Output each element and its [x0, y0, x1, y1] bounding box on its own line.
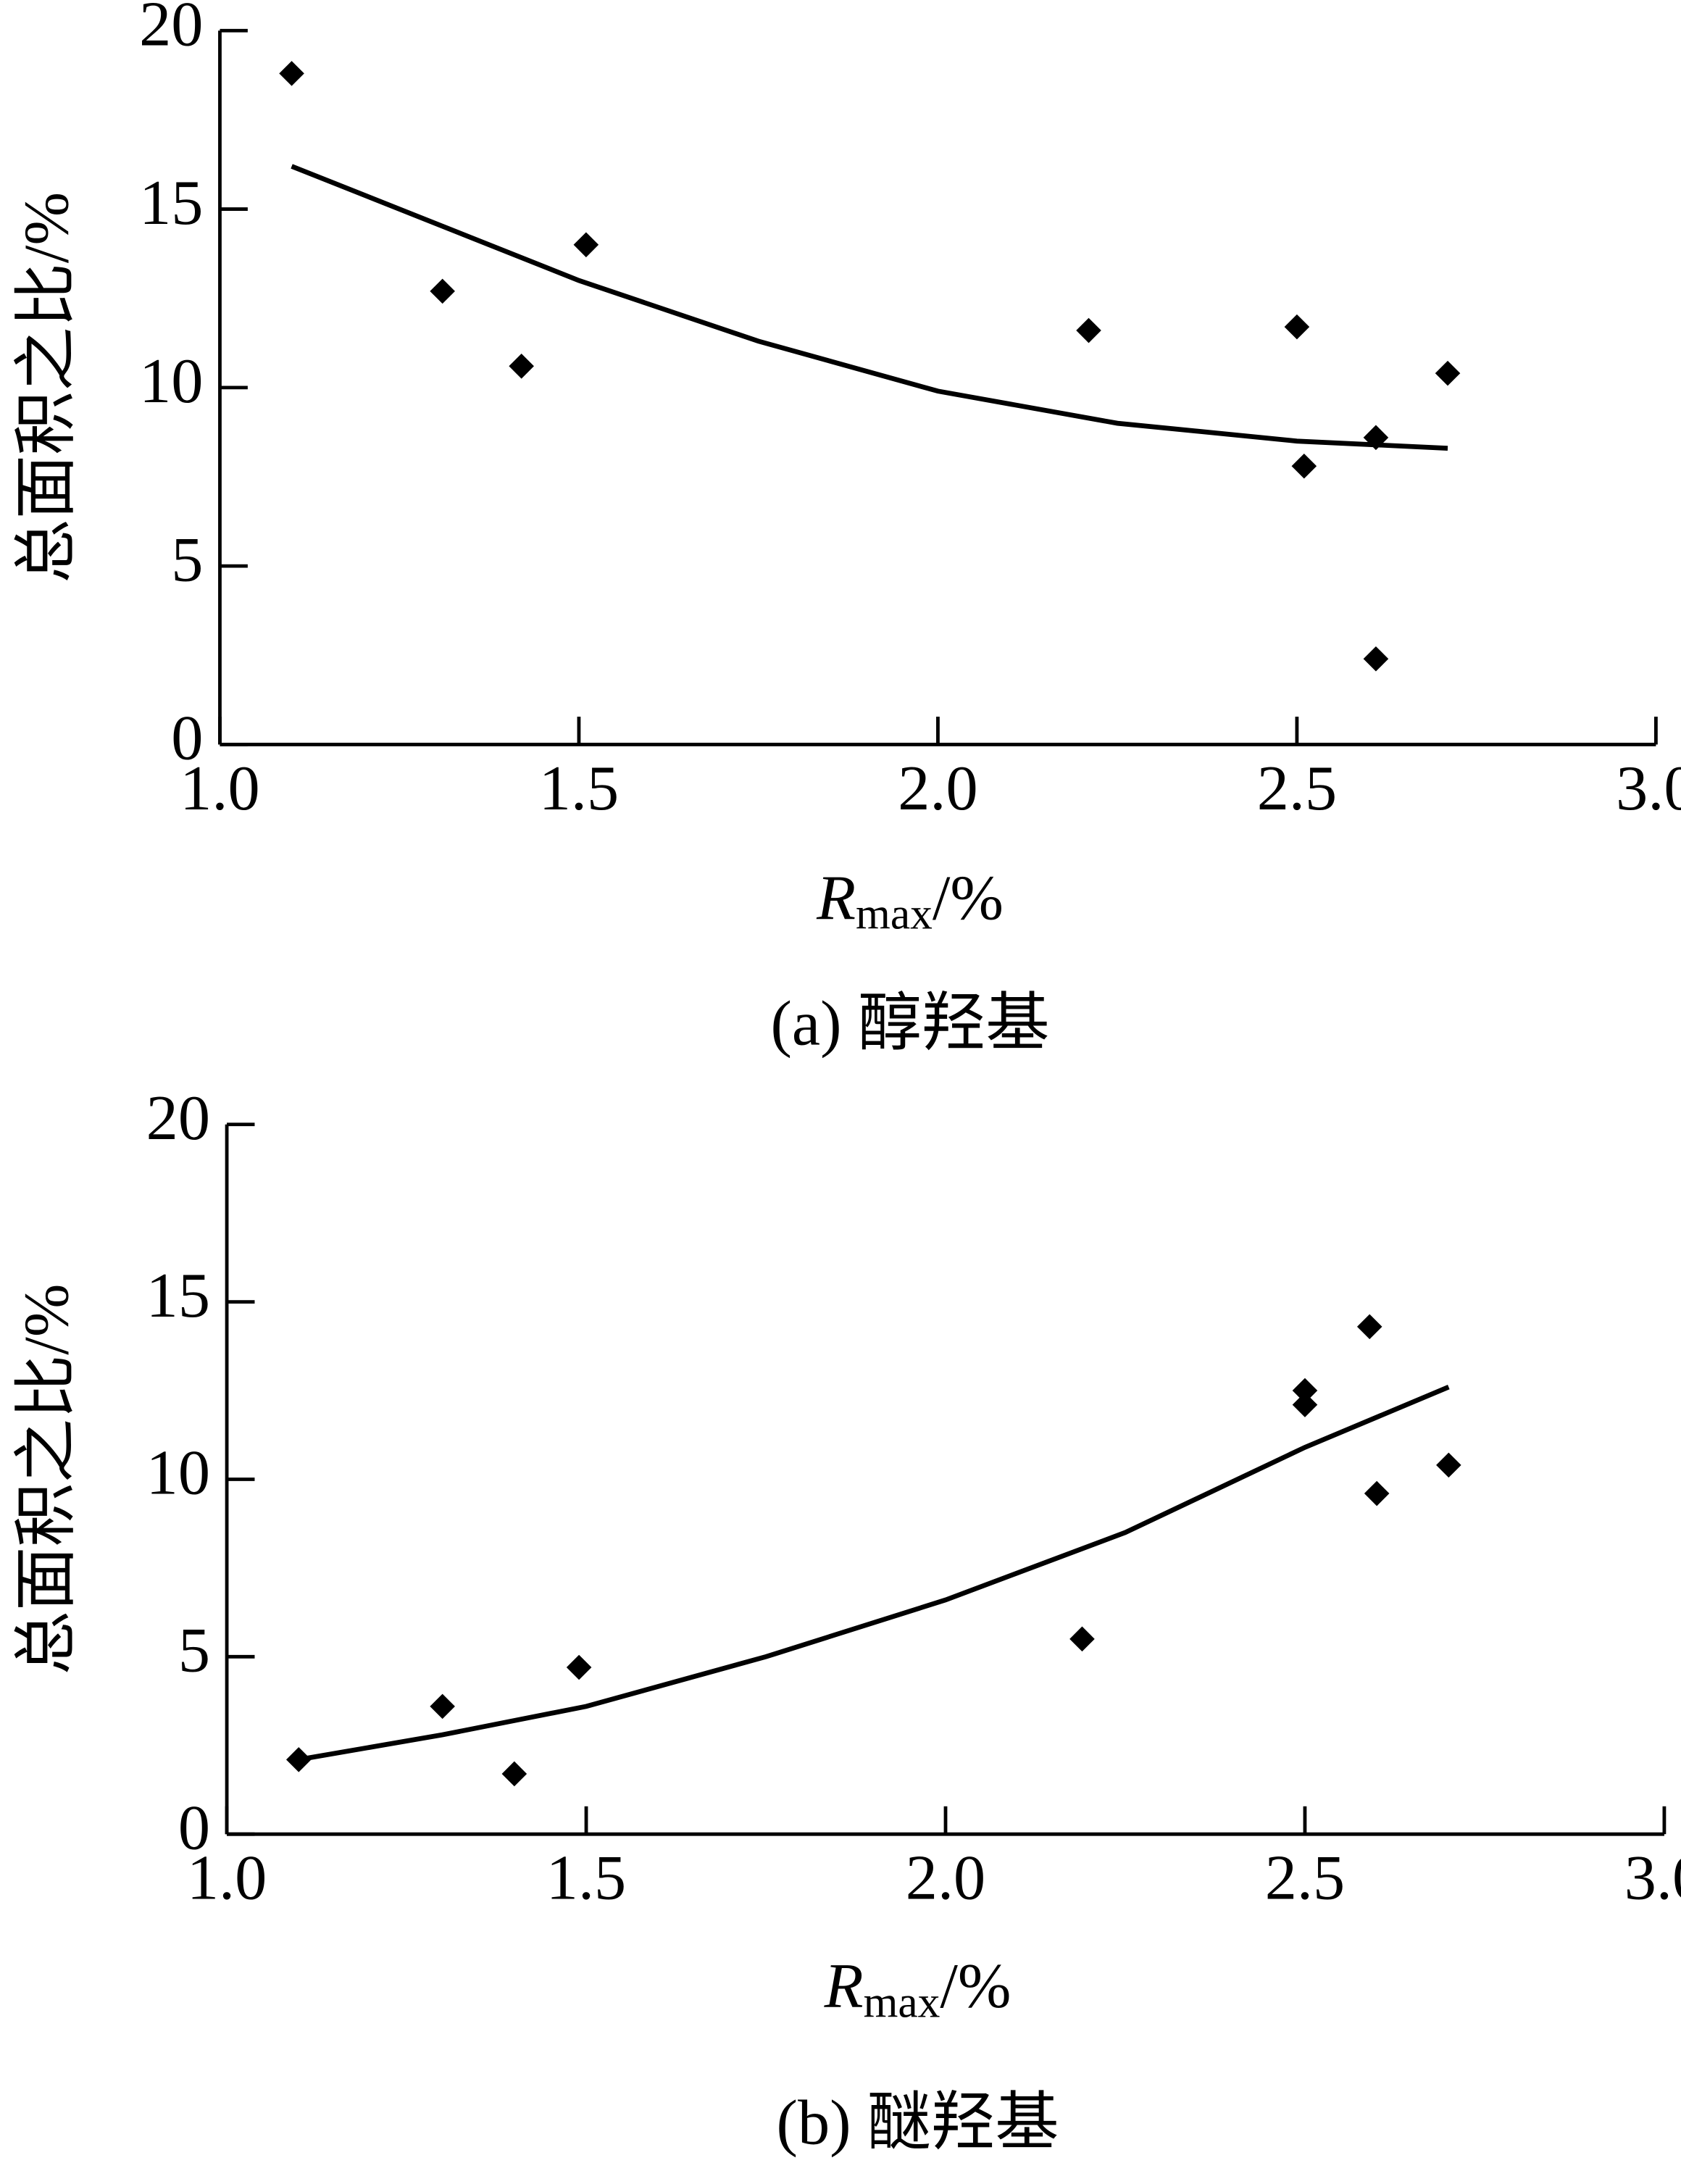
point	[1356, 1314, 1382, 1340]
point	[1076, 317, 1101, 343]
x-tick-label: 2.5	[1257, 753, 1337, 824]
point	[566, 1654, 592, 1680]
fit-curve	[298, 1385, 1450, 1762]
x-axis-label: Rmax/%	[816, 863, 1004, 939]
x-label-unit: /%	[933, 863, 1004, 934]
x-tick-label: 1.5	[539, 753, 619, 824]
x-label-subscript: max	[856, 890, 933, 939]
point	[1292, 1392, 1318, 1417]
x-label-subscript: max	[864, 1977, 940, 2027]
point	[1436, 1452, 1461, 1478]
x-tick-label: 2.0	[898, 753, 977, 824]
x-tick-label: 3.0	[1616, 753, 1681, 824]
point	[509, 354, 534, 379]
y-axis-label: 总面积之比/%	[11, 192, 82, 583]
point	[1292, 1377, 1318, 1404]
y-tick-label: 5	[178, 1615, 210, 1686]
x-tick-label: 3.0	[1624, 1843, 1681, 1914]
y-tick-label: 10	[146, 1438, 210, 1509]
caption: (b) 醚羟基	[777, 2088, 1059, 2159]
caption: (a) 醇羟基	[770, 988, 1049, 1059]
x-label-symbol: R	[824, 1951, 864, 2022]
x-label-unit: /%	[940, 1951, 1011, 2022]
subplot: 0 5 10 15 20 1.0 1.5 2.0 2.5 3.0 总面积之比/% Rmax/% (b) …	[11, 1083, 1681, 2159]
x-tick-label: 1.0	[180, 753, 259, 824]
x-tick-label: 2.5	[1265, 1843, 1345, 1914]
point	[430, 278, 455, 304]
y-tick-label: 15	[146, 1260, 210, 1331]
x-tick-label: 2.0	[906, 1843, 985, 1914]
point	[1284, 314, 1310, 340]
point	[430, 1693, 455, 1720]
y-tick-label: 15	[139, 167, 203, 238]
point	[1069, 1626, 1095, 1652]
x-label-symbol: R	[816, 863, 856, 934]
point	[1363, 646, 1389, 672]
y-axis-label: 总面积之比/%	[11, 1284, 82, 1675]
y-tick-label: 20	[139, 0, 203, 60]
point	[1291, 453, 1317, 479]
y-tick-label: 5	[171, 524, 203, 595]
y-tick-label: 0	[171, 703, 203, 774]
point	[501, 1761, 527, 1787]
point	[1435, 360, 1461, 386]
x-axis-label: Rmax/%	[824, 1951, 1011, 2027]
x-tick-label: 1.0	[187, 1843, 267, 1914]
point	[279, 61, 304, 86]
fit-curve	[291, 164, 1448, 451]
point	[573, 232, 599, 258]
x-tick-label: 1.5	[546, 1843, 626, 1914]
y-tick-label: 0	[178, 1792, 210, 1863]
subplot: 0 5 10 15 20 1.0 1.5 2.0 2.5 3.0 总面积之比/% Rmax/% (a) …	[11, 0, 1681, 1059]
y-tick-label: 20	[146, 1083, 210, 1154]
y-tick-label: 10	[139, 346, 203, 417]
point	[285, 1747, 312, 1772]
point	[1363, 425, 1389, 451]
point	[1364, 1480, 1390, 1506]
